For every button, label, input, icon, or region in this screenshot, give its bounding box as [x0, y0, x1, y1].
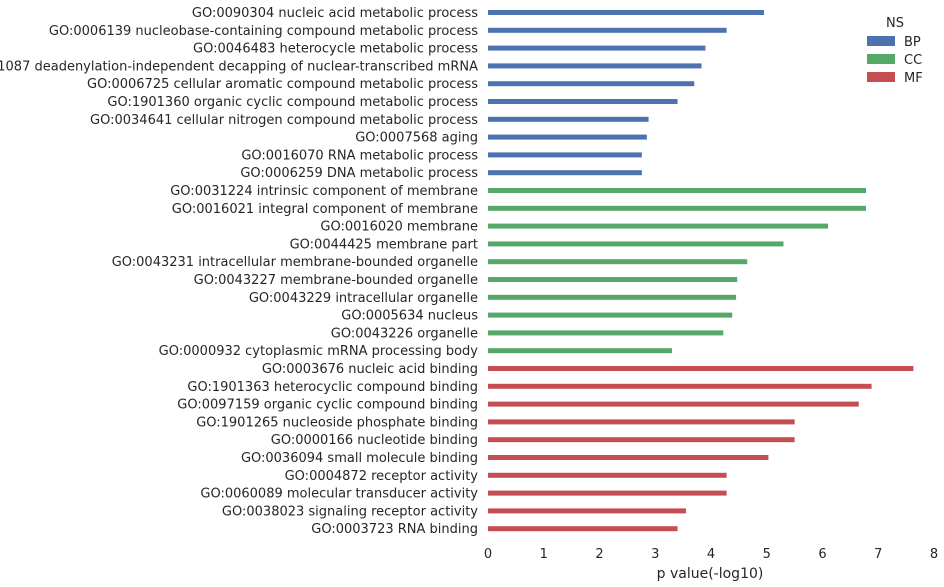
legend-swatch-mf [867, 72, 895, 82]
category-label: GO:0003676 nucleic acid binding [262, 362, 478, 377]
x-axis-title: p value(-log10) [657, 566, 764, 582]
bar-bp [488, 152, 642, 158]
legend-label-bp: BP [904, 35, 921, 50]
category-label: GO:0000932 cytoplasmic mRNA processing b… [159, 344, 479, 359]
x-tick-label: 7 [874, 547, 882, 562]
category-label: GO:0031087 deadenylation-independent dec… [0, 59, 478, 74]
legend-label-mf: MF [904, 71, 923, 86]
x-tick-label: 6 [818, 547, 826, 562]
category-label: GO:0090304 nucleic acid metabolic proces… [192, 6, 478, 21]
x-tick-label: 5 [763, 547, 771, 562]
bar-bp [488, 99, 678, 104]
category-label: GO:0000166 nucleotide binding [271, 433, 478, 448]
category-label: GO:0016021 integral component of membran… [172, 202, 478, 217]
category-label: GO:0060089 molecular transducer activity [200, 487, 478, 502]
bar-mf [488, 419, 795, 425]
bar-bp [488, 134, 647, 140]
category-label: GO:1901363 heterocyclic compound binding [187, 380, 478, 395]
bar-bp [488, 63, 702, 69]
category-label: GO:0034641 cellular nitrogen compound me… [90, 113, 478, 128]
x-tick-label: 4 [707, 547, 715, 562]
legend-entries: BP CC MF [867, 35, 923, 86]
bar-cc [488, 348, 672, 354]
category-label: GO:0003723 RNA binding [311, 522, 478, 537]
bar-cc [488, 223, 829, 229]
category-label: GO:0097159 organic cyclic compound bindi… [177, 398, 478, 413]
category-label: GO:0007568 aging [355, 131, 478, 146]
bar-bp [488, 45, 706, 51]
legend-swatch-cc [867, 54, 895, 64]
bar-bp [488, 170, 642, 176]
bar-cc [488, 188, 866, 193]
bar-cc [488, 205, 866, 211]
category-label: GO:0006139 nucleobase-containing compoun… [49, 24, 478, 39]
category-label: GO:1901265 nucleoside phosphate binding [196, 415, 478, 430]
x-tick-label: 3 [651, 547, 659, 562]
bar-cc [488, 330, 724, 336]
category-labels: GO:0090304 nucleic acid metabolic proces… [0, 6, 478, 537]
bar-bp [488, 27, 727, 33]
bar-cc [488, 259, 748, 265]
legend-label-cc: CC [904, 53, 922, 68]
bar-cc [488, 241, 784, 247]
bar-cc [488, 277, 738, 282]
x-tick-label: 0 [484, 547, 492, 562]
bar-cc [488, 312, 733, 318]
bar-bp [488, 116, 649, 122]
x-axis-ticks: 0 1 2 3 4 5 6 7 8 [484, 547, 938, 562]
bar-mf [488, 383, 872, 389]
bar-mf [488, 508, 686, 514]
legend: NS BP CC MF [867, 16, 923, 86]
bar-mf [488, 401, 859, 407]
bar-mf [488, 455, 769, 460]
category-label: GO:0043226 organelle [331, 326, 478, 341]
bar-mf [488, 526, 678, 532]
bar-bp [488, 10, 764, 15]
category-label: GO:0043231 intracellular membrane-bounde… [112, 255, 478, 270]
category-label: GO:0046483 heterocycle metabolic process [193, 42, 478, 57]
category-label: GO:0004872 receptor activity [285, 469, 479, 484]
category-label: GO:0016070 RNA metabolic process [241, 148, 478, 163]
legend-title: NS [886, 16, 904, 31]
category-label: GO:0031224 intrinsic component of membra… [170, 184, 478, 199]
category-label: GO:0016020 membrane [320, 220, 478, 235]
category-label: GO:0044425 membrane part [290, 237, 478, 252]
bar-cc [488, 294, 737, 300]
category-label: GO:0036094 small molecule binding [241, 451, 478, 466]
bar-mf [488, 472, 727, 478]
legend-swatch-bp [867, 36, 895, 46]
x-tick-label: 8 [930, 547, 938, 562]
bars-layer [488, 10, 914, 532]
category-label: GO:0043227 membrane-bounded organelle [194, 273, 478, 288]
category-label: GO:1901360 organic cyclic compound metab… [107, 95, 478, 110]
bar-mf [488, 437, 795, 443]
bar-mf [488, 490, 727, 496]
category-label: GO:0038023 signaling receptor activity [222, 504, 478, 519]
category-label: GO:0005634 nucleus [341, 309, 478, 324]
x-tick-label: 1 [540, 547, 548, 562]
bar-bp [488, 81, 695, 87]
category-label: GO:0043229 intracellular organelle [249, 291, 478, 306]
category-label: GO:0006725 cellular aromatic compound me… [87, 77, 478, 92]
category-label: GO:0006259 DNA metabolic process [240, 166, 478, 181]
x-tick-label: 2 [595, 547, 603, 562]
bar-mf [488, 366, 914, 371]
